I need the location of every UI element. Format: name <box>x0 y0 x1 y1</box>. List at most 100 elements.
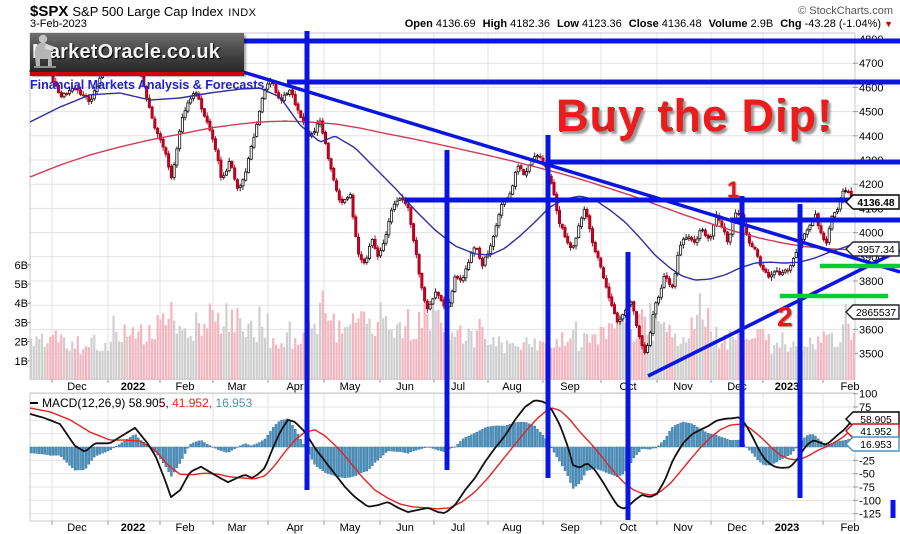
copyright: © StockCharts.com <box>798 5 893 17</box>
svg-text:Jun: Jun <box>396 381 414 393</box>
open-label: Open <box>404 18 433 30</box>
macd-legend: MACD(12,26,9) 58.905, 41.952, 16.953 <box>30 396 252 410</box>
svg-text:75: 75 <box>859 402 871 414</box>
svg-text:2022: 2022 <box>121 522 145 534</box>
ma200-line <box>29 120 856 251</box>
volume-axis-labels: 6B 5B 4B 3B 2B 1B <box>15 260 31 368</box>
svg-text:May: May <box>340 381 361 393</box>
chart-header: $SPX S&P 500 Large Cap Index INDX © StockC… <box>30 3 893 20</box>
svg-text:Dec: Dec <box>67 381 87 393</box>
svg-text:Jul: Jul <box>451 381 465 393</box>
symbol-name: S&P 500 Large Cap Index <box>72 4 224 19</box>
svg-text:Feb: Feb <box>841 522 860 534</box>
macd-line <box>29 399 856 514</box>
annotation-lines <box>242 31 900 520</box>
svg-text:Apr: Apr <box>286 381 303 393</box>
svg-text:3500: 3500 <box>859 349 883 361</box>
annotation-point-1: 1 <box>727 177 740 202</box>
svg-text:3800: 3800 <box>859 276 883 288</box>
change-down-arrow-icon: ▼ <box>884 19 893 29</box>
svg-text:4400: 4400 <box>859 131 883 143</box>
annotation-point-2: 2 <box>777 301 793 332</box>
seated-scribe-icon <box>34 34 56 68</box>
open-value: 4136.69 <box>435 18 476 30</box>
svg-text:Dec: Dec <box>727 522 747 534</box>
svg-text:Jun: Jun <box>396 522 414 534</box>
high-value: 4182.36 <box>510 18 550 30</box>
close-value: 4136.48 <box>661 18 702 30</box>
svg-text:Nov: Nov <box>673 522 693 534</box>
svg-text:3957.34: 3957.34 <box>857 245 894 256</box>
svg-text:16.953: 16.953 <box>860 440 892 451</box>
volume-value: 2.9B <box>750 18 774 30</box>
chg-label: Chg <box>780 18 802 30</box>
svg-text:-125: -125 <box>859 509 881 521</box>
svg-text:4B: 4B <box>15 298 28 310</box>
svg-text:5B: 5B <box>15 279 28 291</box>
svg-text:Oct: Oct <box>619 522 636 534</box>
chart-date: 3-Feb-2023 <box>30 18 87 30</box>
svg-text:-50: -50 <box>859 469 875 481</box>
date-axis-labels: Dec Dec 2022 2022 Feb Feb Mar Mar Apr Apr May May Ju… <box>67 381 859 534</box>
high-label: High <box>482 18 508 30</box>
low-value: 4123.36 <box>582 18 622 30</box>
svg-text:Sep: Sep <box>560 522 580 534</box>
svg-text:Feb: Feb <box>841 381 860 393</box>
quote-header: 3-Feb-2023 Open 4136.69 High 4182.36 Low 4… <box>30 18 893 31</box>
svg-text:Mar: Mar <box>228 381 247 393</box>
logo-red-stripe <box>30 72 244 76</box>
svg-text:4136.48: 4136.48 <box>857 198 894 209</box>
svg-text:Aug: Aug <box>502 522 522 534</box>
logo-subtitle: Financial Markets Analysis & Forecasts <box>30 78 265 92</box>
symbol: $SPX <box>30 3 69 20</box>
volume-label: Volume <box>708 18 748 30</box>
svg-text:MACD(12,26,9) 58.905, 41.952,: MACD(12,26,9) 58.905, 41.952, 16.953 <box>42 396 252 410</box>
marketoracle-logo: MarketOracle.co.uk Financial Markets Ana… <box>30 33 265 92</box>
svg-text:4600: 4600 <box>859 82 883 94</box>
close-label: Close <box>628 18 659 30</box>
exchange: INDX <box>228 7 257 19</box>
svg-text:-75: -75 <box>859 482 875 494</box>
svg-text:3600: 3600 <box>859 324 883 336</box>
logo-banner: MarketOracle.co.uk <box>30 33 244 72</box>
svg-text:2022: 2022 <box>121 381 145 393</box>
svg-text:Jul: Jul <box>451 522 465 534</box>
svg-text:100: 100 <box>859 389 877 401</box>
svg-text:58.905: 58.905 <box>860 415 892 426</box>
svg-text:4200: 4200 <box>859 179 883 191</box>
svg-text:6B: 6B <box>15 260 28 272</box>
svg-text:Dec: Dec <box>67 522 87 534</box>
macd-signal-line <box>29 407 856 510</box>
svg-text:4700: 4700 <box>859 58 883 70</box>
low-label: Low <box>556 18 579 30</box>
svg-text:Nov: Nov <box>673 381 693 393</box>
macd-axis-labels: 1007550250-25-50-75-100-125 <box>853 389 881 521</box>
svg-text:Feb: Feb <box>176 381 195 393</box>
ohlc-quote-line: Open 4136.69 High 4182.36 Low 4123.36 Close… <box>398 18 893 30</box>
logo-title: MarketOracle.co.uk <box>32 41 221 63</box>
svg-text:-25: -25 <box>859 455 875 467</box>
svg-text:3B: 3B <box>15 317 28 329</box>
svg-text:41.952: 41.952 <box>860 427 892 438</box>
svg-text:Apr: Apr <box>286 522 303 534</box>
svg-text:2023: 2023 <box>775 381 799 393</box>
svg-text:Mar: Mar <box>228 522 247 534</box>
svg-text:4500: 4500 <box>859 107 883 119</box>
ma50-line <box>29 87 856 281</box>
svg-text:2865537: 2865537 <box>856 308 896 319</box>
buy-the-dip-annotation: Buy the Dip! <box>556 90 833 141</box>
svg-text:May: May <box>340 522 361 534</box>
volume-bars <box>29 290 856 380</box>
svg-text:1B: 1B <box>15 356 28 368</box>
svg-text:4000: 4000 <box>859 228 883 240</box>
svg-text:2023: 2023 <box>775 522 799 534</box>
svg-text:Sep: Sep <box>560 381 580 393</box>
chg-value: -43.28 (-1.04%) <box>804 18 882 30</box>
svg-text:2B: 2B <box>15 337 28 349</box>
svg-text:Feb: Feb <box>176 522 195 534</box>
svg-text:Aug: Aug <box>502 381 522 393</box>
svg-text:-100: -100 <box>859 495 881 507</box>
